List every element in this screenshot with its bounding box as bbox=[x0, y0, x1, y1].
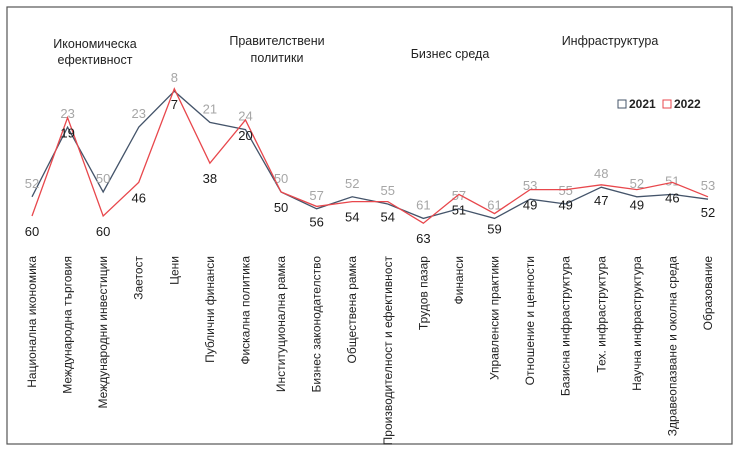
data-label-2022: 49 bbox=[558, 198, 572, 213]
data-label-2022: 49 bbox=[630, 198, 644, 213]
group-label-government-2: политики bbox=[251, 51, 304, 65]
group-label-government-1: Правителствени bbox=[229, 34, 324, 48]
data-label-2021: 23 bbox=[60, 106, 74, 121]
x-tick-label: Обществена рамка bbox=[345, 256, 359, 364]
x-tick-label: Фискална политика bbox=[238, 256, 252, 365]
group-label-infrastructure: Инфраструктура bbox=[562, 34, 659, 48]
legend-swatch-2022 bbox=[662, 99, 672, 109]
data-label-2022: 54 bbox=[345, 210, 359, 225]
data-label-2022: 7 bbox=[171, 97, 178, 112]
x-tick-label: Цени bbox=[167, 256, 181, 285]
x-tick-label: Тех. инфраструктура bbox=[594, 256, 608, 373]
data-label-2022: 60 bbox=[25, 224, 39, 239]
legend-label-2022: 2022 bbox=[674, 97, 701, 111]
data-label-2022: 47 bbox=[594, 193, 608, 208]
data-label-2022: 49 bbox=[523, 198, 537, 213]
data-label-2022: 63 bbox=[416, 231, 430, 246]
data-label-2021: 61 bbox=[416, 197, 430, 212]
x-tick-label: Образование bbox=[701, 256, 715, 331]
x-tick-label: Национална икономика bbox=[25, 256, 39, 388]
data-label-2021: 24 bbox=[238, 109, 252, 124]
data-label-2021: 8 bbox=[171, 70, 178, 85]
x-tick-label: Финанси bbox=[452, 256, 466, 304]
x-tick-label: Международна търговия bbox=[61, 256, 75, 394]
x-tick-label: Заетост bbox=[132, 256, 146, 300]
data-label-2022: 38 bbox=[203, 171, 217, 186]
x-tick-label: Производителност и ефективност bbox=[381, 256, 395, 446]
data-label-2022: 56 bbox=[309, 214, 323, 229]
data-label-2021: 51 bbox=[665, 173, 679, 188]
data-label-2021: 53 bbox=[523, 178, 537, 193]
x-tick-label: Отношение и ценности bbox=[523, 256, 537, 385]
legend-label-2021: 2021 bbox=[629, 97, 656, 111]
x-tick-label: Управленски практики bbox=[488, 256, 502, 380]
data-label-2021: 21 bbox=[203, 101, 217, 116]
data-label-2022: 46 bbox=[665, 190, 679, 205]
data-label-2021: 52 bbox=[25, 176, 39, 191]
data-label-2021: 48 bbox=[594, 166, 608, 181]
legend-swatch-2021 bbox=[617, 99, 627, 109]
data-label-2021: 53 bbox=[701, 178, 715, 193]
group-label-business: Бизнес среда bbox=[411, 47, 490, 61]
x-tick-label: Здравеопазване и околна среда bbox=[665, 256, 679, 437]
x-tick-label: Институционална рамка bbox=[274, 256, 288, 392]
chart-border bbox=[6, 6, 733, 445]
data-label-2022: 59 bbox=[487, 222, 501, 237]
x-tick-label: Бизнес законодателство bbox=[310, 256, 324, 393]
data-label-2021: 55 bbox=[381, 183, 395, 198]
data-label-2021: 52 bbox=[345, 176, 359, 191]
data-label-2022: 60 bbox=[96, 224, 110, 239]
x-tick-label: Международни инвестиции bbox=[96, 256, 110, 408]
x-tick-label: Трудов пазар bbox=[416, 256, 430, 330]
group-label-economic-1: Икономическа bbox=[53, 37, 136, 51]
data-label-2021: 57 bbox=[309, 188, 323, 203]
series-line-2022 bbox=[31, 87, 709, 224]
data-label-2021: 61 bbox=[487, 197, 501, 212]
x-tick-label: Публични финанси bbox=[203, 256, 217, 363]
data-label-2021: 50 bbox=[96, 171, 110, 186]
data-label-2022: 54 bbox=[381, 210, 395, 225]
x-tick-label: Научна инфраструктура bbox=[630, 256, 644, 391]
data-label-2022: 20 bbox=[238, 128, 252, 143]
data-label-2021: 23 bbox=[132, 106, 146, 121]
data-label-2022: 52 bbox=[701, 205, 715, 220]
data-label-2021: 52 bbox=[630, 176, 644, 191]
data-label-2022: 51 bbox=[452, 202, 466, 217]
group-label-economic-2: ефективност bbox=[58, 53, 133, 67]
data-label-2022: 19 bbox=[60, 126, 74, 141]
series-line-2021 bbox=[31, 90, 709, 220]
x-tick-label: Базисна инфраструктура bbox=[559, 256, 573, 396]
data-label-2022: 50 bbox=[274, 200, 288, 215]
data-label-2021: 55 bbox=[558, 183, 572, 198]
data-label-2022: 46 bbox=[132, 190, 146, 205]
data-label-2021: 50 bbox=[274, 171, 288, 186]
data-label-2021: 57 bbox=[452, 188, 466, 203]
